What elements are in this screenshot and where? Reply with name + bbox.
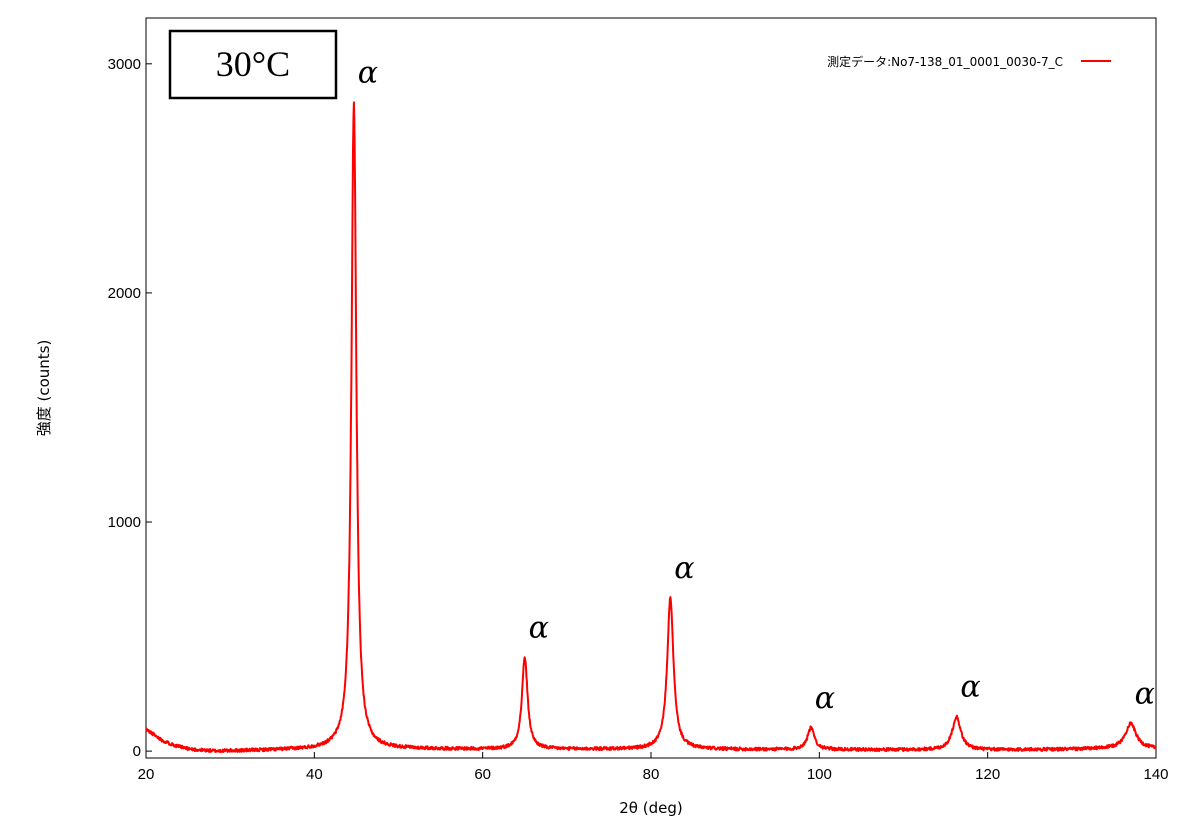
peak-label: α <box>960 670 980 705</box>
legend: 測定データ:No7-138_01_0001_0030-7_C <box>827 54 1111 69</box>
y-tick-label: 2000 <box>108 285 141 302</box>
axis-ticks: 20 40 60 80 100 120 140 0 1000 2000 3000 <box>108 56 1169 783</box>
temperature-box: 30°C <box>168 29 338 100</box>
x-tick-label: 120 <box>975 766 1000 783</box>
legend-label: 測定データ:No7-138_01_0001_0030-7_C <box>827 54 1063 69</box>
peak-label: α <box>358 55 378 90</box>
peak-labels: α α α α α α <box>358 55 1155 715</box>
x-tick-label: 20 <box>138 766 155 783</box>
peak-label: α <box>815 681 835 716</box>
x-tick-label: 140 <box>1143 766 1168 783</box>
temperature-label: 30°C <box>216 44 290 84</box>
peak-label: α <box>529 611 549 646</box>
y-axis-label: 強度 (counts) <box>35 340 53 437</box>
x-tick-label: 60 <box>474 766 491 783</box>
series-line <box>145 101 1157 754</box>
y-tick-label: 3000 <box>108 56 141 73</box>
temperature-box-frame <box>168 29 338 100</box>
x-tick-label: 80 <box>643 766 660 783</box>
series-group <box>145 101 1157 754</box>
plot-frame <box>145 17 1157 759</box>
y-tick-label: 1000 <box>108 514 141 531</box>
peak-label: α <box>674 551 694 586</box>
x-tick-label: 100 <box>807 766 832 783</box>
x-tick-label: 40 <box>306 766 323 783</box>
peak-label: α <box>1135 676 1155 711</box>
x-axis-label: 2θ (deg) <box>619 799 682 817</box>
y-tick-label: 0 <box>133 743 141 760</box>
